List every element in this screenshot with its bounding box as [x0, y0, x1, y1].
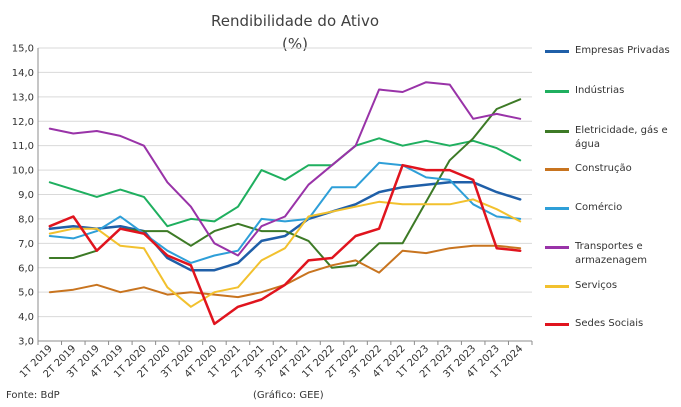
legend-label: Construção [575, 163, 632, 174]
y-tick-label: 8,0 [18, 214, 34, 225]
series-line-com-rcio [48, 161, 522, 264]
legend-swatch [545, 246, 569, 249]
legend-swatch [545, 285, 569, 288]
legend-label: Empresas Privadas [575, 45, 670, 56]
y-tick-label: 6,0 [18, 263, 34, 274]
y-tick-label: 13,0 [12, 92, 34, 103]
y-tick-label: 5,0 [18, 288, 34, 299]
y-tick-label: 10,0 [12, 166, 34, 177]
y-tick-label: 11,0 [12, 141, 34, 152]
source-note: Fonte: BdP [6, 390, 60, 401]
legend-label: Indústrias [575, 85, 625, 96]
legend-swatch [545, 90, 569, 93]
y-tick-label: 7,0 [18, 239, 34, 250]
legend-swatch [545, 130, 569, 133]
legend-label: Eletricidade, gás e água [575, 125, 668, 150]
y-tick-label: 4,0 [18, 312, 34, 323]
series-line-constru-o [48, 244, 522, 299]
legend-swatch [545, 207, 569, 210]
y-tick-label: 9,0 [18, 190, 34, 201]
legend-label: Sedes Sociais [575, 318, 644, 329]
y-tick-label: 14,0 [12, 68, 34, 79]
series-lines [48, 81, 522, 326]
series-line-servi-os [48, 198, 522, 308]
series-line-transportes-e-armazenagem [48, 81, 522, 257]
legend-label: Comércio [575, 202, 623, 213]
series-line-empresas-privadas [48, 181, 522, 272]
y-tick-label: 12,0 [12, 117, 34, 128]
series-line-sedes-sociais [48, 163, 522, 326]
legend-swatch [545, 168, 569, 171]
series-line-ind-strias [48, 137, 522, 228]
chart-title: Rendibilidade do Ativo [211, 12, 379, 30]
legend-label: Serviços [575, 280, 618, 291]
y-tick-label: 15,0 [12, 44, 34, 55]
y-tick-label: 3,0 [18, 337, 34, 348]
axes [37, 48, 533, 345]
credit-note: (Gráfico: GEE) [253, 390, 324, 401]
legend-swatch [545, 50, 569, 53]
legend-label: Transportes e armazenagem [575, 241, 648, 266]
y-axis-tick-labels: 3,0 4,0 5,0 6,0 7,0 8,0 9,0 10,0 11,0 12,0 13,0 14,… [12, 44, 34, 348]
legend-swatch [545, 323, 569, 326]
